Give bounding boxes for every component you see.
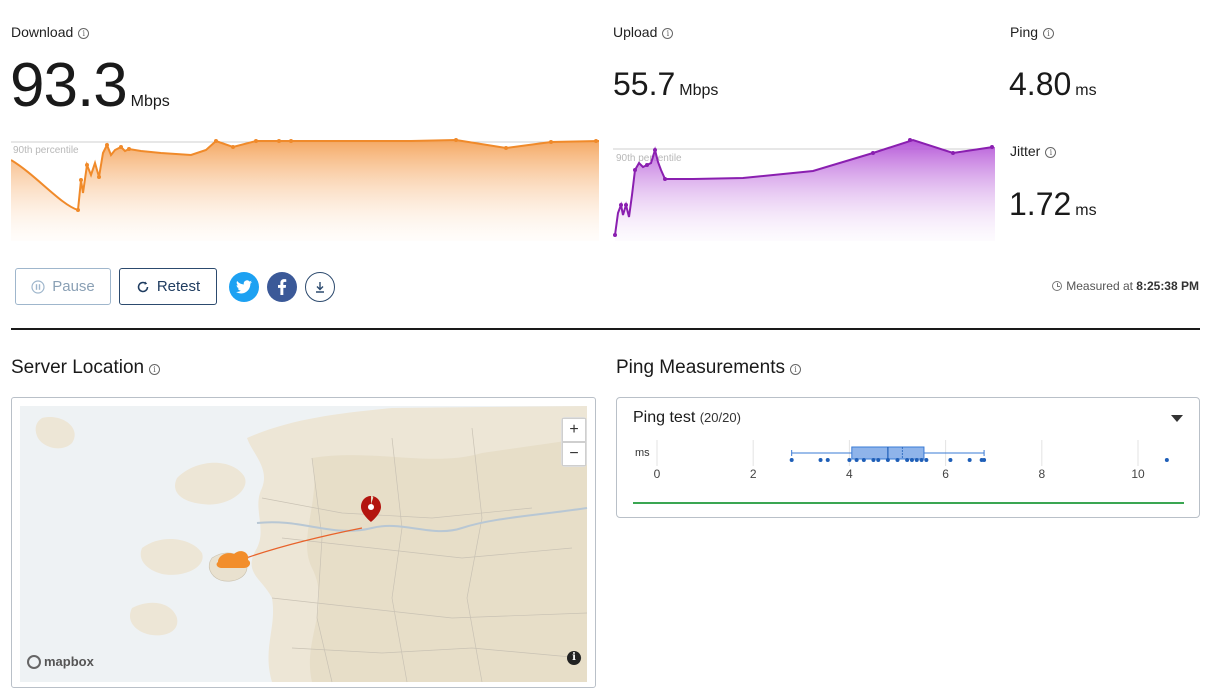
ping-data-point [818,458,823,462]
download-chart: 90th percentile [11,138,599,241]
pause-label: Pause [52,278,95,295]
measured-prefix: Measured at [1066,279,1133,293]
collapse-chevron-icon[interactable] [1171,415,1183,422]
ping-data-point [919,458,924,462]
ping-tick-label: 10 [1131,467,1145,481]
ping-tick-label: 8 [1038,467,1045,481]
retest-button[interactable]: Retest [119,268,217,305]
upload-chart: 90th percentile [613,138,995,241]
ping-info-icon[interactable]: i [1043,28,1055,39]
ping-data-point [885,458,890,462]
ping-axis-unit: ms [635,447,650,459]
ping-data-point [905,458,910,462]
download-value: 93.3 [10,51,128,120]
map-info-icon[interactable]: i [567,651,581,665]
ping-data-point [876,458,881,462]
pause-icon [31,279,45,294]
ping-data-point [948,458,953,462]
ping-value: 4.80 [1009,66,1072,102]
ping-tick-label: 4 [846,467,853,481]
download-value-group: 93.3 Mbps [10,55,170,117]
jitter-value: 1.72 [1009,186,1072,222]
server-location-info-icon[interactable]: i [149,364,161,375]
ping-tick-label: 2 [750,467,757,481]
ping-data-point [967,458,972,462]
ping-data-point [789,458,794,462]
refresh-icon [137,281,149,292]
zoom-in-button[interactable]: + [562,418,586,442]
ping-measurements-title: Ping Measurements i [616,357,801,379]
ping-boxplot: 0 2 4 6 8 10 [654,440,1169,481]
upload-info-icon[interactable]: i [662,28,674,39]
download-percentile-text: 90th percentile [13,145,79,156]
ping-test-title: Ping test (20/20) [633,409,741,426]
ping-data-point [1164,458,1169,462]
download-results-button[interactable] [305,272,335,302]
upload-percentile-text: 90th percentile [616,153,682,164]
clock-icon [1052,281,1063,291]
jitter-label: Jitter i [1010,143,1057,159]
pause-button[interactable]: Pause [15,268,111,305]
retest-label: Retest [156,278,201,295]
section-divider [11,328,1200,330]
download-unit: Mbps [130,93,170,110]
ping-value-group: 4.80 ms [1009,68,1097,100]
upload-label: Upload i [613,24,674,40]
share-facebook-button[interactable] [267,272,297,302]
upload-value-group: 55.7 Mbps [613,68,718,100]
ping-data-point [909,458,914,462]
server-location-title: Server Location i [11,357,161,379]
server-map[interactable]: + − mapbox i [11,397,596,688]
share-twitter-button[interactable] [229,272,259,302]
ping-data-point [914,458,919,462]
measured-time: 8:25:38 PM [1136,279,1199,293]
mapbox-logo-icon [27,654,41,669]
jitter-unit: ms [1075,202,1097,219]
cloudflare-icon [216,551,251,568]
facebook-icon [278,279,287,295]
measured-at: Measured at 8:25:38 PM [1052,279,1199,293]
ping-data-point [924,458,929,462]
map-canvas[interactable] [12,398,595,687]
ping-tick-label: 6 [942,467,949,481]
twitter-icon [236,280,252,294]
download-label: Download i [11,24,90,40]
ping-data-point [871,458,876,462]
zoom-out-button[interactable]: − [562,442,586,466]
ping-data-point [861,458,866,462]
ping-status-bar [633,502,1184,504]
ping-data-point [854,458,859,462]
upload-unit: Mbps [679,82,719,99]
ping-data-point [825,458,830,462]
ping-label: Ping i [1010,24,1055,40]
download-icon [316,282,324,293]
upload-series-line [614,138,994,236]
ping-tick-label: 0 [654,467,661,481]
ping-unit: ms [1075,82,1097,99]
jitter-value-group: 1.72 ms [1009,188,1097,220]
upload-value: 55.7 [613,66,676,102]
ping-measurements-info-icon[interactable]: i [789,364,801,375]
ping-data-point [982,458,987,462]
ping-test-count: (20/20) [699,410,741,425]
mapbox-attribution[interactable]: mapbox [27,654,94,669]
jitter-info-icon[interactable]: i [1045,147,1057,158]
ping-data-point [847,458,852,462]
download-info-icon[interactable]: i [78,28,90,39]
ping-data-point [895,458,900,462]
ping-test-card: Ping test (20/20) ms 0 2 4 6 8 10 [616,397,1200,518]
zoom-controls: + − [562,418,586,466]
